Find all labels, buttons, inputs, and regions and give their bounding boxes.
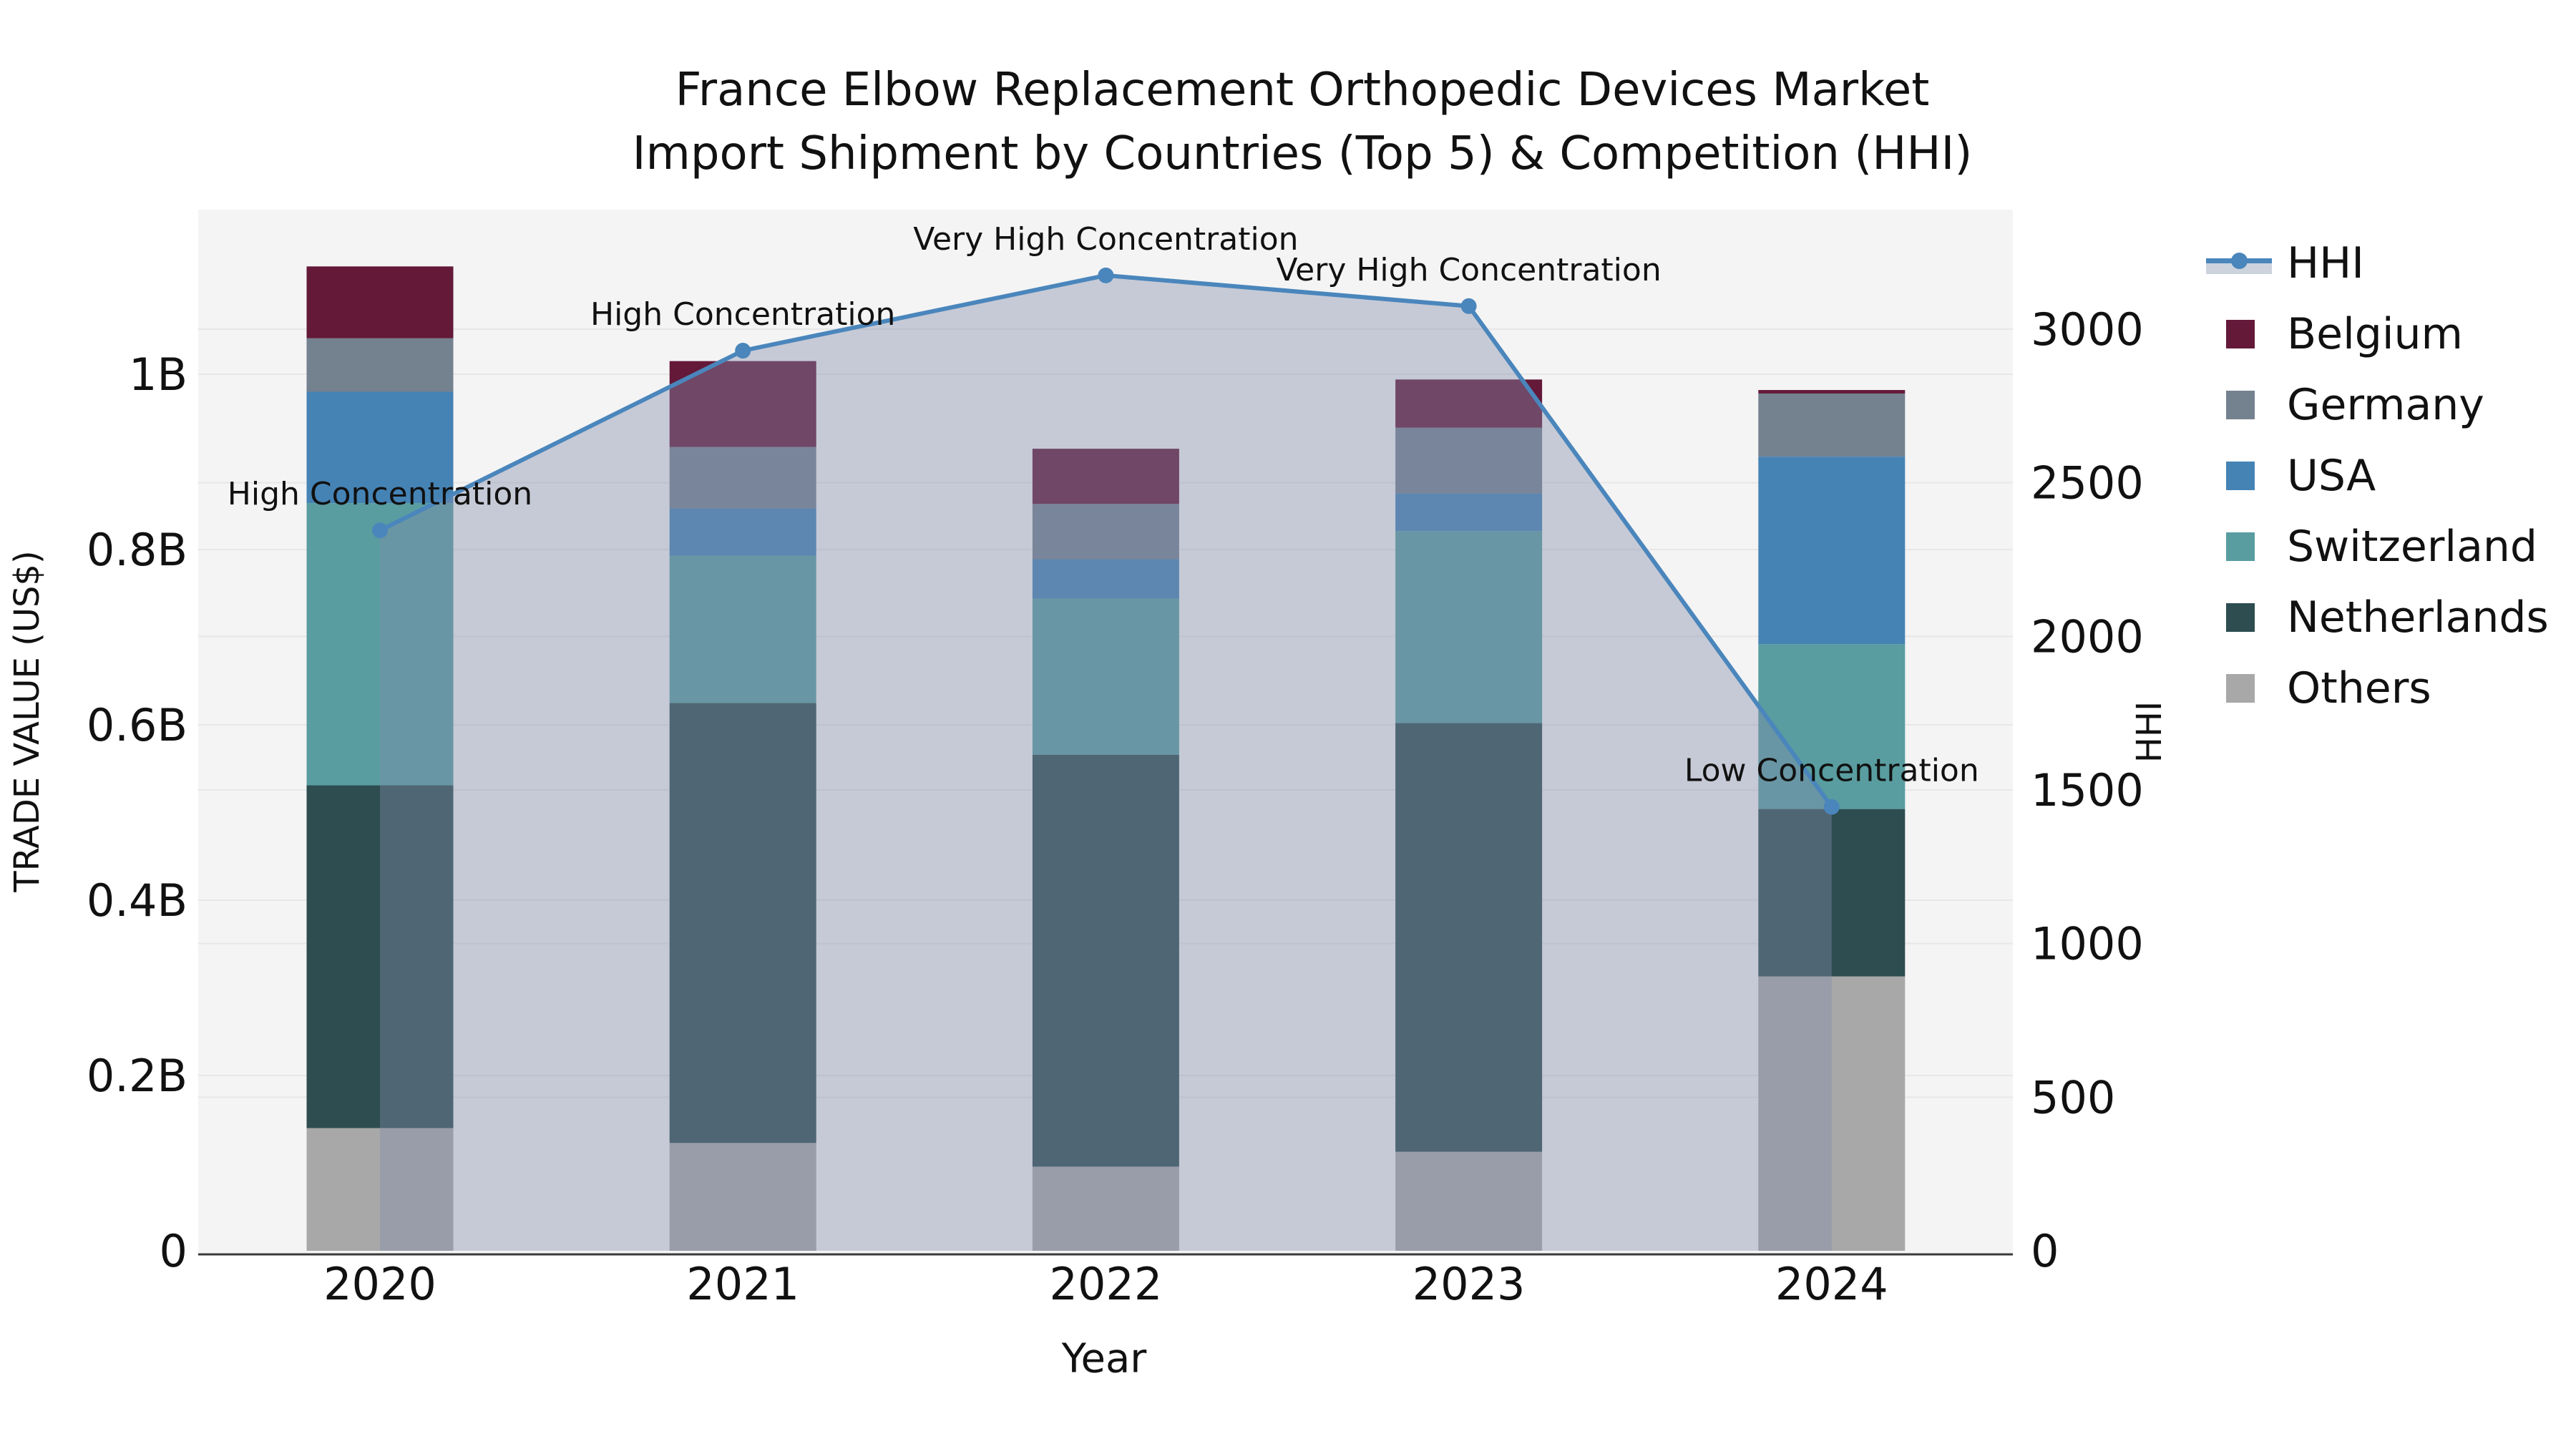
bar-segment-belgium-2023 — [1395, 379, 1543, 428]
legend-swatch-cell — [2206, 532, 2287, 561]
x-tick-2023: 2023 — [1413, 1258, 1526, 1310]
y-left-tick-0.8B: 0.8B — [87, 524, 187, 576]
chart-title-line2: Import Shipment by Countries (Top 5) & C… — [632, 127, 1973, 180]
legend-swatch-cell — [2206, 251, 2287, 275]
bar-segment-others-2023 — [1395, 1151, 1543, 1251]
legend-item-germany: Germany — [2206, 369, 2549, 440]
legend-label-usa: USA — [2287, 450, 2376, 501]
y-right-tick-3000: 3000 — [2031, 303, 2144, 356]
bar-segment-usa-2020 — [306, 391, 454, 504]
hhi-marker-2020 — [372, 522, 388, 539]
legend-swatch-cell — [2206, 319, 2287, 348]
bar-segment-others-2024 — [1758, 976, 1906, 1251]
hhi-marker-2024 — [1823, 799, 1840, 815]
bar-segment-belgium-2022 — [1032, 449, 1179, 504]
bar-segment-germany-2021 — [669, 447, 816, 509]
y-right-tick-1000: 1000 — [2031, 918, 2144, 970]
bar-segment-belgium-2024 — [1758, 390, 1906, 394]
bar-segment-netherlands-2020 — [306, 785, 454, 1128]
bar-segment-usa-2024 — [1758, 457, 1906, 645]
hhi-marker-2022 — [1098, 267, 1114, 283]
y-left-tick-0.2B: 0.2B — [87, 1050, 187, 1102]
bar-segment-netherlands-2021 — [669, 703, 816, 1143]
y-right-tick-500: 500 — [2031, 1071, 2115, 1123]
legend-label-netherlands: Netherlands — [2287, 592, 2549, 643]
y-right-tick-2500: 2500 — [2031, 457, 2144, 509]
chart-title-line1: France Elbow Replacement Orthopedic Devi… — [675, 64, 1930, 117]
y-axis-label-left: TRADE VALUE (US$) — [7, 550, 47, 892]
legend-label-others: Others — [2287, 663, 2431, 713]
bar-segment-netherlands-2024 — [1758, 809, 1906, 977]
bar-segment-usa-2021 — [669, 508, 816, 556]
legend-swatch-cell — [2206, 461, 2287, 490]
legend-item-usa: USA — [2206, 440, 2549, 511]
legend-color-patch-switzerland — [2226, 532, 2255, 561]
y-right-tick-1500: 1500 — [2031, 764, 2144, 816]
annotation-2020: High Concentration — [228, 476, 532, 512]
x-tick-2021: 2021 — [686, 1258, 799, 1310]
legend-item-netherlands: Netherlands — [2206, 582, 2549, 653]
chart-title: France Elbow Replacement Orthopedic Devi… — [587, 59, 2018, 186]
legend-swatch-cell — [2206, 390, 2287, 419]
bar-segment-germany-2024 — [1758, 393, 1906, 457]
bar-segment-others-2020 — [306, 1128, 454, 1251]
hhi-marker-2023 — [1460, 298, 1477, 314]
bar-segment-others-2021 — [669, 1143, 816, 1251]
hhi-line-swatch-icon — [2206, 251, 2272, 275]
legend-swatch-cell — [2206, 602, 2287, 632]
hhi-marker-2021 — [735, 343, 751, 359]
y-right-tick-0: 0 — [2031, 1225, 2059, 1277]
bar-segment-germany-2020 — [306, 338, 454, 392]
legend-color-patch-netherlands — [2226, 602, 2255, 632]
bar-segment-switzerland-2024 — [1758, 644, 1906, 809]
y-left-tick-0.6B: 0.6B — [87, 699, 187, 751]
bar-segment-germany-2023 — [1395, 427, 1543, 494]
legend-label-hhi: HHI — [2287, 238, 2364, 288]
bar-segment-belgium-2020 — [306, 266, 454, 338]
legend-item-hhi: HHI — [2206, 228, 2549, 298]
y-right-tick-2000: 2000 — [2031, 610, 2144, 663]
bar-segment-germany-2022 — [1032, 504, 1179, 560]
legend: HHI Belgium Germany USA Switzerland Netherlan… — [2206, 228, 2549, 723]
legend-label-switzerland: Switzerland — [2287, 521, 2537, 572]
annotation-2022: Very High Concentration — [913, 221, 1298, 258]
legend-label-belgium: Belgium — [2287, 308, 2463, 359]
hhi-marker-dot — [2231, 252, 2248, 269]
annotation-2024: Low Concentration — [1684, 753, 1979, 789]
legend-color-patch-usa — [2226, 461, 2255, 490]
bar-segment-usa-2023 — [1395, 493, 1543, 532]
y-left-tick-1B: 1B — [129, 348, 187, 401]
legend-item-belgium: Belgium — [2206, 298, 2549, 369]
annotation-2021: High Concentration — [590, 296, 895, 333]
bar-segment-netherlands-2022 — [1032, 754, 1179, 1167]
y-left-tick-0: 0 — [160, 1225, 187, 1277]
bar-segment-others-2022 — [1032, 1166, 1179, 1251]
legend-swatch-cell — [2206, 673, 2287, 703]
legend-color-patch-germany — [2226, 390, 2255, 419]
legend-item-others: Others — [2206, 653, 2549, 723]
x-tick-2024: 2024 — [1775, 1258, 1888, 1310]
x-tick-2022: 2022 — [1050, 1258, 1163, 1310]
x-tick-2020: 2020 — [323, 1258, 436, 1310]
legend-item-switzerland: Switzerland — [2206, 511, 2549, 582]
bar-segment-switzerland-2020 — [306, 503, 454, 786]
bar-segment-switzerland-2023 — [1395, 531, 1543, 723]
hhi-area-fill — [380, 275, 1832, 1251]
legend-color-patch-others — [2226, 673, 2255, 703]
legend-color-patch-belgium — [2226, 319, 2255, 348]
x-axis-label: Year — [1061, 1335, 1147, 1382]
bar-segment-switzerland-2022 — [1032, 598, 1179, 755]
legend-label-germany: Germany — [2287, 379, 2484, 430]
annotation-2023: Very High Concentration — [1276, 252, 1661, 288]
y-axis-label-right: HHI — [2129, 701, 2170, 763]
bar-segment-switzerland-2021 — [669, 555, 816, 703]
bar-segment-usa-2022 — [1032, 559, 1179, 599]
y-left-tick-0.4B: 0.4B — [87, 874, 187, 927]
bar-segment-netherlands-2023 — [1395, 723, 1543, 1152]
